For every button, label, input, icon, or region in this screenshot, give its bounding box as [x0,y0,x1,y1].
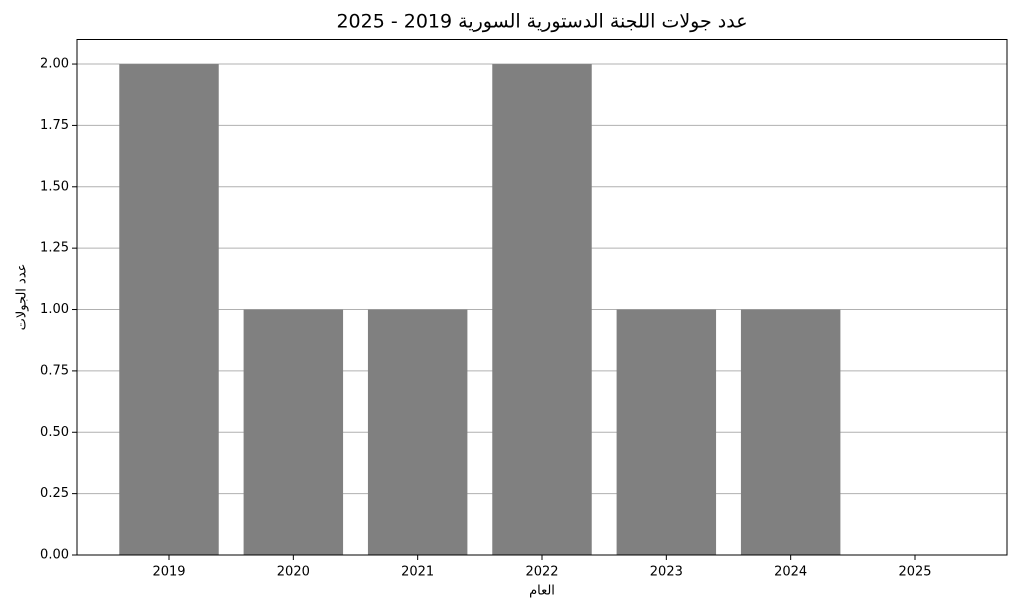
x-tick-label: 2021 [401,565,434,580]
bar [119,64,219,556]
bar [367,309,468,555]
bar [616,309,717,555]
y-tick-label: 0.50 [40,425,69,440]
y-tick-label: 1.50 [40,179,69,194]
y-tick-label: 0.00 [40,548,69,563]
y-tick-label: 0.75 [40,363,69,378]
x-tick-label: 2023 [650,565,683,580]
bar [492,64,592,556]
x-tick-label: 2025 [898,565,931,580]
chart-title: عدد جولات اللجنة الدستورية السورية 2019 … [336,11,747,33]
y-tick-label: 1.25 [40,241,69,256]
y-axis-label: عدد الجولات [15,264,30,331]
y-tick-label: 1.00 [40,302,69,317]
y-tick-label: 0.25 [40,486,69,501]
bar [740,309,841,555]
y-tick-label: 1.75 [40,118,69,133]
x-tick-label: 2019 [152,565,185,580]
plot-frame [76,39,1008,556]
bar [243,309,344,555]
x-axis-label: العام [529,584,555,599]
x-tick-label: 2024 [774,565,807,580]
x-tick-label: 2022 [525,565,558,580]
x-tick-label: 2020 [277,565,310,580]
y-tick-label: 2.00 [40,57,69,72]
